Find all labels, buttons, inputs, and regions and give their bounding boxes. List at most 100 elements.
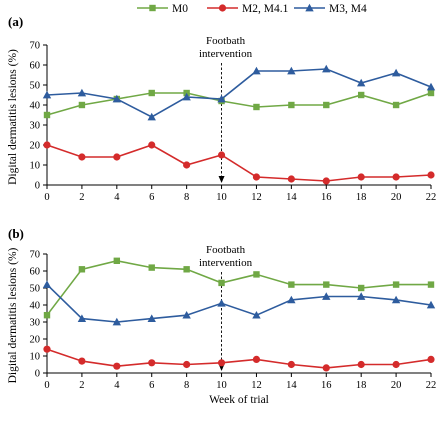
data-point-m0 (323, 281, 330, 288)
data-point-m0 (288, 281, 295, 288)
data-point-m0 (218, 279, 225, 287)
series-line-m0 (46, 92, 432, 116)
series-line-m0 (46, 259, 431, 316)
data-point-m3 (147, 112, 156, 121)
data-point-m2 (78, 153, 86, 161)
data-point-m0 (392, 101, 400, 109)
y-tick-label: 0 (35, 181, 40, 192)
y-tick-label: 0 (35, 369, 40, 380)
data-point-m3 (287, 295, 296, 304)
x-tick-label: 10 (216, 380, 227, 391)
legend-marker-m2 (218, 4, 227, 12)
x-tick-label: 6 (149, 192, 154, 203)
data-point-m0 (253, 103, 260, 111)
data-point-m2 (217, 359, 226, 367)
x-tick-label: 8 (184, 380, 189, 391)
annotation-line-1: Footbath (206, 35, 246, 47)
data-point-m2 (43, 345, 51, 353)
data-point-m2 (78, 357, 86, 365)
panel-label: (b) (8, 226, 24, 241)
series-line-m3 (46, 284, 432, 323)
x-tick-label: 4 (114, 380, 120, 391)
x-tick-label: 22 (426, 192, 437, 203)
y-tick-label: 50 (30, 284, 41, 295)
data-point-m0 (427, 89, 435, 97)
x-tick-label: 20 (391, 380, 402, 391)
y-tick-label: 10 (30, 352, 41, 363)
data-point-m2 (357, 173, 365, 181)
y-axis-title: Digital dermatitis lesions (%) (7, 49, 19, 185)
data-point-m0 (78, 101, 86, 109)
data-point-m3 (356, 78, 366, 87)
x-tick-label: 16 (321, 380, 332, 391)
x-tick-label: 14 (286, 192, 297, 203)
series-m3 (42, 64, 436, 121)
legend-label-m2: M2, M4.1 (242, 3, 289, 15)
data-point-m3 (287, 66, 296, 75)
data-point-m3 (322, 64, 331, 73)
data-point-m2 (148, 141, 156, 149)
data-point-m3 (42, 280, 52, 288)
data-point-m3 (356, 292, 366, 300)
data-point-m2 (322, 177, 330, 185)
data-point-m3 (426, 300, 436, 309)
series-m2 (43, 141, 435, 185)
data-point-m0 (357, 284, 365, 292)
series-m3 (42, 280, 436, 326)
data-point-m3 (182, 311, 191, 319)
data-point-m2 (183, 360, 191, 369)
data-point-m3 (217, 94, 226, 103)
data-point-m0 (392, 281, 400, 288)
legend-marker-m0 (149, 4, 156, 12)
data-point-m3 (252, 311, 261, 319)
data-point-m0 (148, 264, 155, 271)
data-point-m3 (42, 90, 52, 99)
data-point-m3 (252, 66, 261, 75)
data-point-m0 (113, 257, 121, 264)
series-m2 (43, 345, 435, 372)
intervention-arrowhead (218, 176, 225, 183)
data-point-m0 (288, 101, 295, 109)
data-point-m0 (427, 281, 435, 288)
data-point-m2 (113, 153, 121, 161)
chart-panel-a: (a) 0 10 20 30 40 50 60 70 0 2 4 6 8 10 12 14 16 18 20 22 Dig… (7, 14, 436, 203)
data-point-m2 (217, 151, 226, 159)
y-tick-label: 60 (30, 61, 41, 72)
annotation-line-1: Footbath (206, 244, 246, 256)
chart-panel-b: (b) 0 10 20 30 40 50 60 70 0 2 4 6 8 10 12 14 16 18 20 22 Dig… (7, 226, 436, 406)
x-tick-label: 6 (149, 380, 154, 391)
data-point-m3 (112, 317, 122, 326)
y-tick-label: 40 (30, 101, 41, 112)
data-point-m2 (183, 161, 191, 169)
data-point-m0 (78, 266, 86, 273)
data-point-m2 (43, 141, 51, 149)
y-tick-label: 20 (30, 141, 41, 152)
series-line-m3 (46, 68, 432, 118)
data-point-m0 (183, 266, 190, 273)
data-point-m3 (217, 299, 226, 307)
data-point-m2 (148, 359, 156, 367)
y-tick-label: 40 (30, 301, 41, 312)
legend: M0 M2, M4.1 M3, M4 (137, 3, 367, 15)
data-point-m0 (43, 111, 51, 119)
data-point-m0 (253, 271, 260, 278)
x-tick-label: 12 (251, 192, 262, 203)
data-point-m3 (112, 94, 122, 103)
data-point-m2 (427, 355, 435, 363)
data-point-m2 (287, 175, 295, 183)
y-tick-label: 20 (30, 335, 41, 346)
legend-marker-m3 (305, 3, 314, 12)
y-tick-label: 60 (30, 267, 41, 278)
data-point-m0 (43, 312, 51, 319)
data-point-m2 (287, 360, 295, 369)
data-point-m0 (357, 91, 365, 99)
x-tick-label: 12 (251, 380, 262, 391)
series-line-m2 (46, 348, 432, 369)
y-axis-title: Digital dermatitis lesions (%) (7, 247, 19, 383)
data-point-m3 (182, 92, 191, 101)
data-point-m0 (323, 101, 330, 109)
series-m0 (43, 89, 435, 119)
data-point-m2 (252, 355, 261, 363)
series-m0 (43, 257, 435, 319)
annotation-line-2: intervention (199, 257, 253, 269)
